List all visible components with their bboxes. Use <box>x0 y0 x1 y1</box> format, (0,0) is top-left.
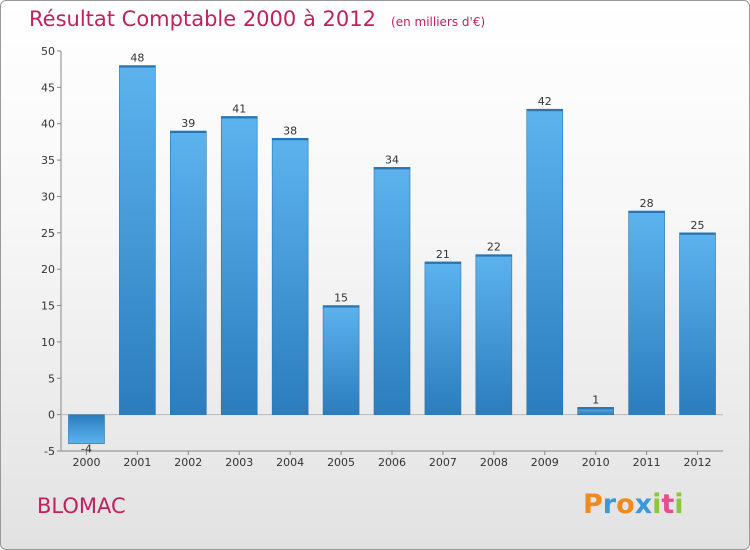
bar-top-edge <box>323 305 360 308</box>
y-tick-label: 25 <box>41 227 55 240</box>
x-tick-label: 2008 <box>480 456 508 469</box>
x-tick-label: 2003 <box>225 456 253 469</box>
y-tick-label: 30 <box>41 190 55 203</box>
x-tick-label: 2005 <box>327 456 355 469</box>
bar <box>679 232 716 415</box>
bar <box>220 116 258 415</box>
y-tick-label: -5 <box>44 445 55 458</box>
x-tick-label: 2011 <box>633 456 661 469</box>
unit-note: (en milliers d'€) <box>391 15 486 29</box>
data-label: -4 <box>81 443 92 456</box>
logo-letter: r <box>602 489 617 520</box>
bar-top-edge <box>221 116 258 119</box>
y-tick-label: 10 <box>41 336 55 349</box>
bar <box>628 210 665 415</box>
bar-top-edge <box>272 138 309 141</box>
commune-name: BLOMAC <box>37 494 126 518</box>
data-label: 25 <box>691 219 705 232</box>
data-label: 42 <box>538 95 552 108</box>
bar <box>170 130 207 415</box>
bar <box>475 254 513 415</box>
logo-letter: P <box>583 489 603 520</box>
data-label: 15 <box>334 292 348 305</box>
proxiti-logo: Proxiti <box>583 489 684 520</box>
bar-top-edge <box>628 211 665 213</box>
y-tick-label: 15 <box>41 300 55 313</box>
x-tick-label: 2006 <box>378 456 406 469</box>
bar-top-edge <box>424 261 461 264</box>
bar-top-edge <box>475 254 512 257</box>
bar-top-edge <box>170 131 207 133</box>
logo-letter: x <box>634 489 653 520</box>
bar <box>68 414 105 445</box>
data-label: 48 <box>130 52 144 65</box>
x-tick-label: 2000 <box>72 456 100 469</box>
chart-title-block: Résultat Comptable 2000 à 2012 (en milli… <box>29 7 485 31</box>
bar-top-edge <box>526 109 563 112</box>
bar <box>373 167 411 415</box>
bar-top-edge <box>374 167 410 170</box>
data-label: 1 <box>592 393 599 406</box>
y-tick-label: 20 <box>41 263 55 276</box>
logo-letter: t <box>661 489 675 520</box>
x-tick-label: 2002 <box>174 456 202 469</box>
data-label: 28 <box>640 197 654 210</box>
bar <box>526 108 564 415</box>
bar-top-edge <box>577 407 614 410</box>
bar <box>322 305 360 415</box>
bar-top-edge <box>119 65 156 68</box>
bar <box>271 137 309 415</box>
chart-title: Résultat Comptable 2000 à 2012 <box>29 7 376 31</box>
y-tick-label: 40 <box>41 118 55 131</box>
x-tick-label: 2001 <box>123 456 151 469</box>
data-label: 21 <box>436 248 450 261</box>
x-tick-label: 2007 <box>429 456 457 469</box>
bar <box>424 261 462 415</box>
data-label: 39 <box>181 117 195 130</box>
y-tick-label: 0 <box>48 409 55 422</box>
x-tick-label: 2010 <box>582 456 610 469</box>
x-tick-label: 2009 <box>531 456 559 469</box>
logo-letter: i <box>674 489 684 520</box>
data-label: 38 <box>283 124 297 137</box>
data-label: 41 <box>232 102 246 115</box>
y-tick-label: 50 <box>41 45 55 58</box>
y-tick-label: 5 <box>48 372 55 385</box>
x-tick-label: 2012 <box>684 456 712 469</box>
y-tick-label: 45 <box>41 81 55 94</box>
logo-letter: i <box>652 489 662 520</box>
bar <box>119 65 156 415</box>
data-label: 22 <box>487 241 501 254</box>
y-tick-label: 35 <box>41 154 55 167</box>
bar-top-edge <box>679 232 716 235</box>
x-tick-label: 2004 <box>276 456 304 469</box>
logo-letter: o <box>616 489 635 520</box>
data-label: 34 <box>385 153 399 166</box>
